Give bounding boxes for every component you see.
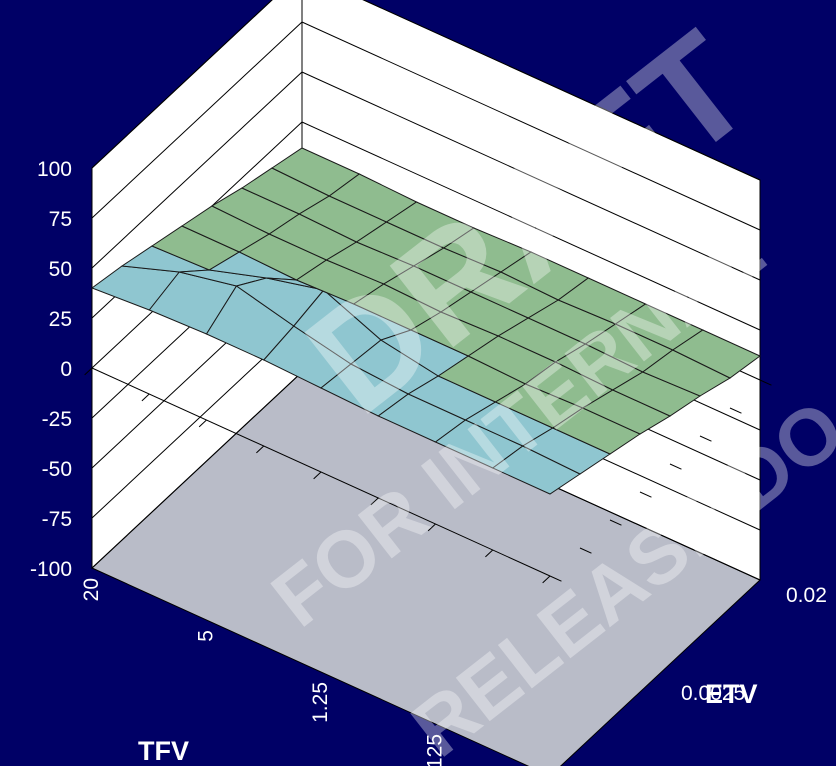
- z-tick-label: -50: [42, 458, 72, 481]
- y-tick: [759, 379, 772, 386]
- x-tick-label: 5: [195, 630, 218, 642]
- z-tick-label: -25: [42, 408, 72, 431]
- x-tick: [141, 393, 150, 402]
- y-tick: [579, 547, 592, 554]
- y-tick: [669, 463, 682, 470]
- x-tick: [198, 419, 207, 428]
- z-tick-label: 25: [49, 308, 72, 331]
- z-tick-label: -75: [42, 508, 72, 531]
- x-axis-title: TFV: [138, 736, 189, 766]
- y-tick: [699, 435, 712, 442]
- z-tick-label: -100: [30, 558, 72, 581]
- z-tick-label: 75: [49, 208, 72, 231]
- x-tick: [485, 549, 494, 558]
- x-tick: [427, 523, 436, 532]
- y-tick: [549, 575, 562, 582]
- y-tick: [639, 491, 652, 498]
- x-tick: [256, 445, 265, 454]
- x-tick-label: 20: [80, 578, 103, 601]
- y-axis-title: ETV: [705, 679, 758, 709]
- y-tick-label: 0.0025: [681, 682, 745, 705]
- z-tick-label: 0: [60, 358, 72, 381]
- x-tick: [370, 497, 379, 506]
- x-tick: [84, 367, 93, 376]
- z-gridline: [91, 21, 761, 231]
- y-tick: [729, 407, 742, 414]
- x-tick-label: 1.25: [309, 682, 332, 723]
- y-tick: [609, 519, 622, 526]
- x-axis-line: [91, 367, 551, 577]
- z-tick-label: 100: [37, 158, 72, 181]
- surface-mesh: [90, 147, 761, 495]
- axes: [84, 367, 772, 584]
- y-tick-label: 0.02: [786, 584, 827, 607]
- surface-cell: [671, 329, 761, 379]
- x-tick: [542, 575, 551, 584]
- x-tick-label: 0.3125: [424, 734, 447, 766]
- z-gridline: [91, 0, 761, 181]
- x-tick: [313, 471, 322, 480]
- z-gridline: [91, 71, 761, 281]
- z-tick-label: 50: [49, 258, 72, 281]
- tick-labels: 1007550250-25-50-75-1002051.250.312500.0…: [30, 158, 827, 766]
